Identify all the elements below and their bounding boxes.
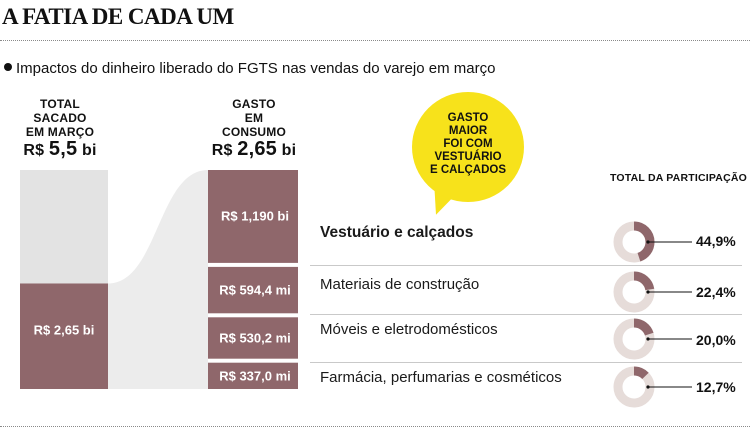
callout-line-3: FOI COM <box>443 138 493 150</box>
donut-segment <box>613 366 655 408</box>
category-value-label: R$ 1,190 bi <box>221 208 289 224</box>
callout-line-1: GASTO <box>447 112 489 124</box>
leader-dot <box>646 290 650 294</box>
category-value-label: R$ 530,2 mi <box>219 330 291 346</box>
spent-portion-label: R$ 2,65 bi <box>33 322 95 338</box>
callout-bubble: GASTO MAIOR FOI COM VESTUÁRIO E CALÇADOS <box>412 92 524 202</box>
total-withdrawn-heading-2: SACADO <box>33 111 87 125</box>
flow-band <box>108 170 208 389</box>
category-bar <box>208 266 298 314</box>
spent-bar <box>20 283 108 389</box>
category-label: Farmácia, perfumarias e cosméticos <box>320 369 562 386</box>
participation-label: 20,0% <box>696 332 736 348</box>
leader-dot <box>646 337 650 341</box>
row-separator <box>310 265 742 266</box>
participation-heading: TOTAL DA PARTICIPAÇÃO <box>610 172 748 184</box>
leader-dot <box>646 240 650 244</box>
bullet-icon <box>4 63 12 71</box>
category-label: Móveis e eletrodomésticos <box>320 321 498 338</box>
callout-line-5: E CALÇADOS <box>429 164 507 176</box>
bottom-rule <box>0 426 750 427</box>
total-withdrawn-value: R$ 5,5 bi <box>23 138 97 160</box>
total-withdrawn-heading-1: TOTAL <box>40 97 80 111</box>
chart-subtitle: Impactos do dinheiro liberado do FGTS na… <box>4 60 495 77</box>
subtitle-text: Impactos do dinheiro liberado do FGTS na… <box>16 60 496 77</box>
participation-label: 22,4% <box>696 284 736 300</box>
callout-line-2: MAIOR <box>448 125 488 137</box>
leader-dot <box>646 385 650 389</box>
row-separator <box>310 362 742 363</box>
total-spent-heading-1: GASTO <box>232 97 276 111</box>
total-spent-header: GASTO EM CONSUMO R$ 2,65 bi <box>202 97 306 161</box>
category-label: Vestuário e calçados <box>320 224 474 241</box>
category-label: Materiais de construção <box>320 276 480 293</box>
unspent-bar <box>20 170 108 284</box>
participation-label: 44,9% <box>696 233 736 249</box>
category-bar <box>208 317 298 359</box>
total-spent-value: R$ 2,65 bi <box>211 138 297 160</box>
total-spent-heading-3: CONSUMO <box>221 125 287 139</box>
category-value-label: R$ 337,0 mi <box>219 368 291 384</box>
total-withdrawn-heading-3: EM MARÇO <box>25 125 95 139</box>
category-value-label: R$ 594,4 mi <box>219 282 291 298</box>
chart-title: A FATIA DE CADA UM <box>2 4 234 29</box>
row-separator <box>310 314 742 315</box>
donut-segment <box>613 271 655 313</box>
total-withdrawn-header: TOTAL SACADO EM MARÇO R$ 5,5 bi <box>8 97 112 161</box>
title-rule <box>0 40 750 41</box>
category-bar <box>208 170 298 263</box>
total-spent-heading-2: EM <box>244 111 264 125</box>
category-bar <box>208 362 298 389</box>
participation-label: 12,7% <box>696 379 736 395</box>
callout-line-4: VESTUÁRIO <box>434 151 502 163</box>
donut-segment <box>613 318 655 360</box>
